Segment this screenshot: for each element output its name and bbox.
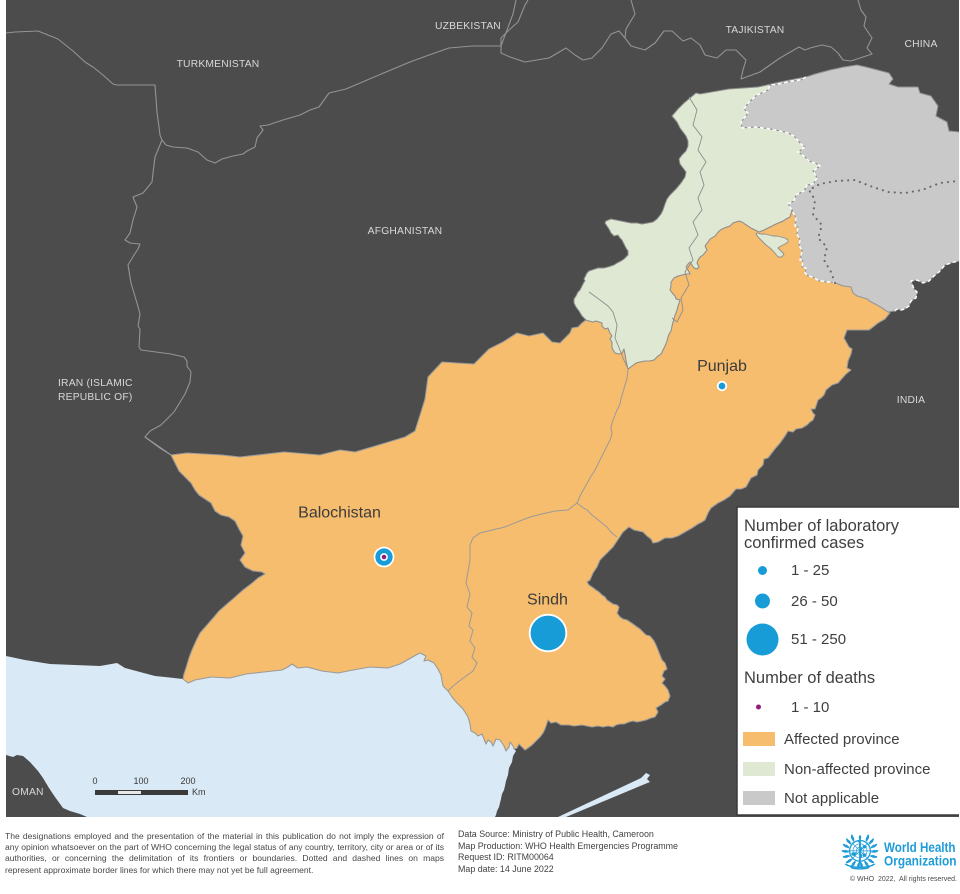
svg-text:26 - 50: 26 - 50	[791, 593, 838, 610]
svg-text:Affected province: Affected province	[784, 731, 900, 748]
svg-text:INDIA: INDIA	[897, 395, 925, 406]
svg-text:UZBEKISTAN: UZBEKISTAN	[435, 21, 501, 32]
svg-text:Punjab: Punjab	[697, 358, 747, 375]
svg-text:REPUBLIC OF): REPUBLIC OF)	[58, 392, 133, 403]
svg-text:100: 100	[133, 776, 148, 786]
svg-text:confirmed cases: confirmed cases	[744, 534, 864, 552]
svg-text:Number of laboratory: Number of laboratory	[744, 517, 900, 535]
svg-text:AFGHANISTAN: AFGHANISTAN	[368, 226, 443, 237]
svg-text:Balochistan: Balochistan	[298, 505, 381, 522]
svg-text:Organization: Organization	[884, 854, 957, 869]
svg-text:IRAN (ISLAMIC: IRAN (ISLAMIC	[58, 378, 133, 389]
svg-text:Sindh: Sindh	[527, 592, 568, 609]
svg-text:1 - 10: 1 - 10	[791, 699, 829, 716]
svg-text:World Health: World Health	[884, 840, 956, 855]
svg-text:Non-affected province: Non-affected province	[784, 761, 930, 778]
svg-text:Km: Km	[192, 787, 206, 797]
svg-text:0: 0	[92, 776, 97, 786]
svg-text:200: 200	[180, 776, 195, 786]
svg-text:OMAN: OMAN	[12, 787, 44, 798]
svg-text:TURKMENISTAN: TURKMENISTAN	[177, 59, 260, 70]
svg-text:Not applicable: Not applicable	[784, 790, 879, 807]
svg-text:1 - 25: 1 - 25	[791, 562, 829, 579]
svg-text:51 - 250: 51 - 250	[791, 631, 846, 648]
svg-text:Number of deaths: Number of deaths	[744, 669, 875, 687]
svg-text:CHINA: CHINA	[904, 39, 937, 50]
svg-text:TAJIKISTAN: TAJIKISTAN	[726, 25, 785, 36]
